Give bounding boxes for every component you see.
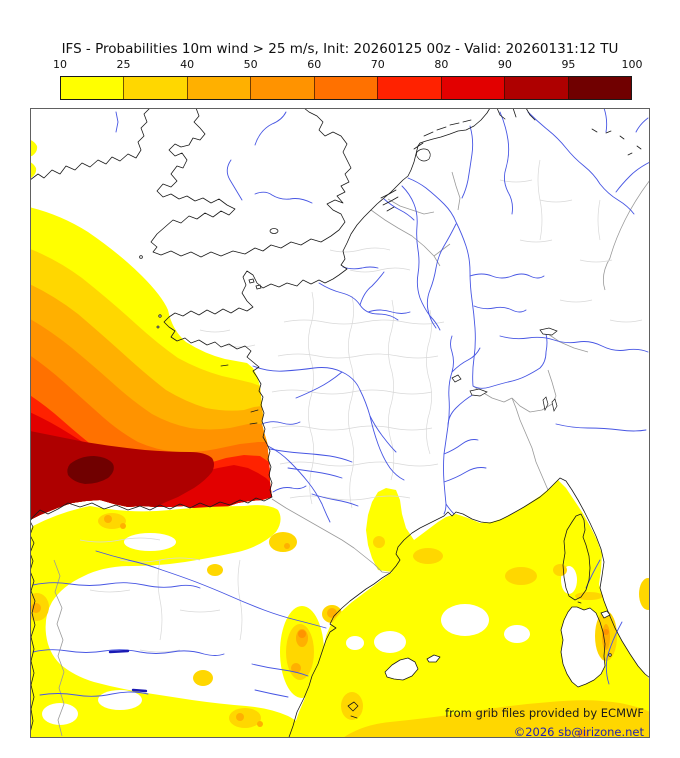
coastlines	[30, 108, 650, 738]
colorbar-legend: 10 25 40 50 60 70 80 90 95 100	[53, 58, 643, 100]
colorbar-gradient	[60, 76, 632, 100]
attribution-source: from grib files provided by ECMWF	[445, 706, 644, 720]
attribution-copyright: ©2026 sb@irizone.net	[514, 725, 645, 739]
map-frame	[30, 108, 650, 738]
colorbar-segment	[186, 77, 251, 99]
colorbar-tick-label: 60	[307, 58, 322, 71]
colorbar-tick-labels: 10 25 40 50 60 70 80 90 95 100	[53, 58, 643, 72]
colorbar-tick-label: 70	[370, 58, 385, 71]
colorbar-segment	[313, 77, 378, 99]
colorbar-tick-label: 100	[621, 58, 643, 71]
colorbar-tick-label: 50	[243, 58, 258, 71]
map-title: IFS - Probabilities 10m wind > 25 m/s, I…	[61, 41, 619, 57]
colorbar-tick-label: 90	[497, 58, 512, 71]
colorbar-tick-label: 40	[180, 58, 195, 71]
department-borders	[79, 159, 643, 653]
colorbar-segment	[250, 77, 314, 99]
colorbar-segment	[440, 77, 505, 99]
lakes	[451, 327, 558, 412]
colorbar-segment	[123, 77, 187, 99]
colorbar-segment	[61, 77, 124, 99]
country-borders	[53, 171, 650, 737]
colorbar-tick-label: 25	[116, 58, 131, 71]
colorbar-tick-label: 10	[53, 58, 67, 71]
probability-field	[30, 139, 650, 738]
colorbar-segment	[567, 77, 631, 99]
colorbar-segment	[377, 77, 441, 99]
colorbar-tick-label: 95	[561, 58, 576, 71]
colorbar-segment	[504, 77, 568, 99]
colorbar-tick-label: 80	[434, 58, 449, 71]
rivers	[32, 108, 650, 698]
